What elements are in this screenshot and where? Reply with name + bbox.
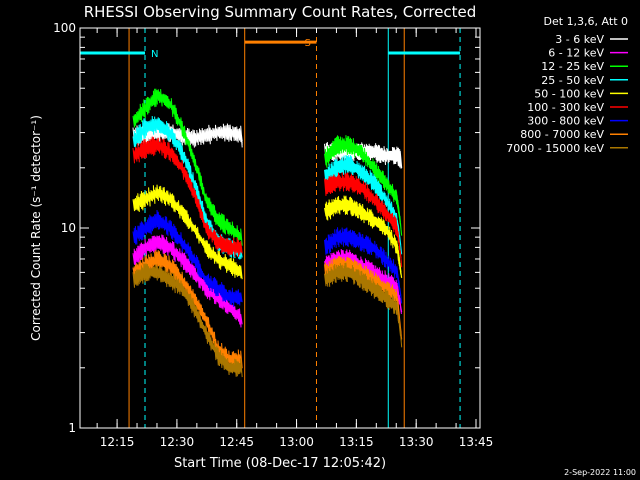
x-tick-label-0: 12:15 (100, 435, 135, 449)
series-5-segment-1 (324, 172, 403, 268)
legend-label-8: 7000 - 15000 keV (506, 142, 604, 155)
series-8-segment-0 (132, 263, 243, 378)
series-4-segment-0 (132, 184, 243, 280)
legend-label-0: 3 - 6 keV (555, 33, 604, 46)
legend-label-2: 12 - 25 keV (541, 60, 604, 73)
y-axis-label: Corrected Count Rate (s⁻¹ detector⁻¹) (29, 115, 43, 341)
series-6-segment-1 (324, 227, 403, 304)
y-tick-label-0: 1 (68, 421, 76, 435)
x-tick-label-2: 12:45 (219, 435, 254, 449)
y-tick-label-2: 100 (53, 21, 76, 35)
legend-label-4: 50 - 100 keV (534, 87, 604, 100)
x-tick-label-6: 13:45 (459, 435, 494, 449)
x-axis-label: Start Time (08-Dec-17 12:05:42) (174, 456, 386, 471)
series-4-segment-1 (324, 195, 403, 279)
y-tick-label-1: 10 (61, 221, 76, 235)
legend-label-1: 6 - 12 keV (548, 47, 604, 60)
series-1-segment-0 (132, 234, 243, 328)
legend-label-7: 800 - 7000 keV (520, 128, 604, 141)
x-tick-label-1: 12:30 (160, 435, 195, 449)
series-8-segment-1 (324, 262, 403, 348)
series-1-segment-1 (324, 248, 403, 314)
series-2-segment-0 (132, 88, 243, 246)
series-5-segment-0 (132, 136, 243, 258)
annotation-label-2: S (304, 38, 310, 49)
series-6-segment-0 (132, 209, 243, 307)
x-tick-label-4: 13:15 (339, 435, 374, 449)
timestamp: 2-Sep-2022 11:00 (564, 468, 636, 477)
annotation-label-1: N (151, 49, 158, 60)
legend-label-3: 25 - 50 keV (541, 74, 604, 87)
plot-area: N S 1 10 100 12:15 12:30 12:45 13:00 13:15 13:30 13… (53, 21, 493, 449)
x-tick-label-5: 13:30 (399, 435, 434, 449)
x-tick-label-3: 13:00 (279, 435, 314, 449)
legend-label-6: 300 - 800 keV (527, 115, 604, 128)
legend-header: Det 1,3,6, Att 0 (544, 15, 628, 28)
legend-label-5: 100 - 300 keV (527, 101, 604, 114)
series-2-segment-1 (324, 135, 403, 236)
chart-title: RHESSI Observing Summary Count Rates, Co… (84, 3, 477, 21)
